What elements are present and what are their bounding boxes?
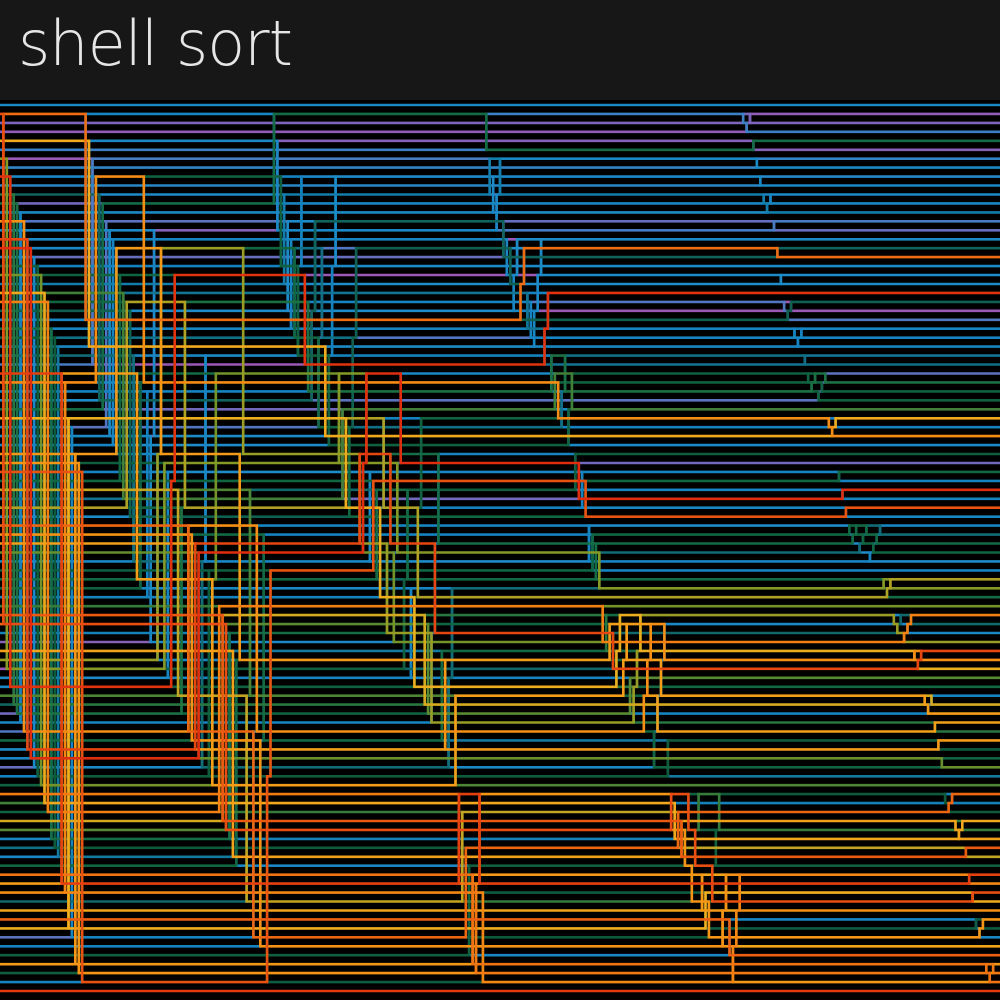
trace — [0, 533, 1000, 742]
trace — [0, 246, 1000, 760]
visualization — [0, 103, 1000, 993]
trace — [0, 193, 1000, 706]
trace — [0, 246, 1000, 966]
trace — [0, 157, 1000, 286]
trace — [0, 193, 1000, 402]
trace — [0, 613, 1000, 823]
trace — [0, 372, 1000, 885]
trace — [0, 622, 1000, 832]
trace — [0, 175, 1000, 894]
trace — [0, 112, 1000, 411]
trace — [0, 649, 1000, 859]
trace — [0, 300, 1000, 814]
trace — [0, 229, 1000, 438]
trace — [0, 211, 1000, 724]
trace — [0, 157, 1000, 671]
trace — [0, 112, 1000, 903]
trace — [0, 238, 1000, 447]
header: shell sort — [0, 0, 1000, 100]
trace — [0, 372, 1000, 885]
trace — [0, 112, 1000, 322]
trace — [0, 246, 1000, 518]
trace — [0, 470, 1000, 984]
trace — [0, 139, 1000, 438]
trace — [0, 390, 1000, 599]
trace — [0, 336, 1000, 939]
trace — [0, 238, 1000, 751]
trace — [0, 112, 1000, 125]
trace — [0, 273, 1000, 572]
title: shell sort — [18, 7, 293, 80]
trace — [0, 139, 1000, 859]
trace — [0, 112, 1000, 134]
trace — [0, 300, 1000, 599]
trace — [0, 202, 1000, 715]
trace — [0, 246, 1000, 724]
trace — [0, 918, 1000, 957]
trace — [0, 873, 1000, 984]
trace — [0, 291, 1000, 841]
trace — [0, 631, 1000, 841]
trace — [0, 381, 1000, 984]
trace — [0, 613, 1000, 859]
trace — [0, 175, 1000, 689]
